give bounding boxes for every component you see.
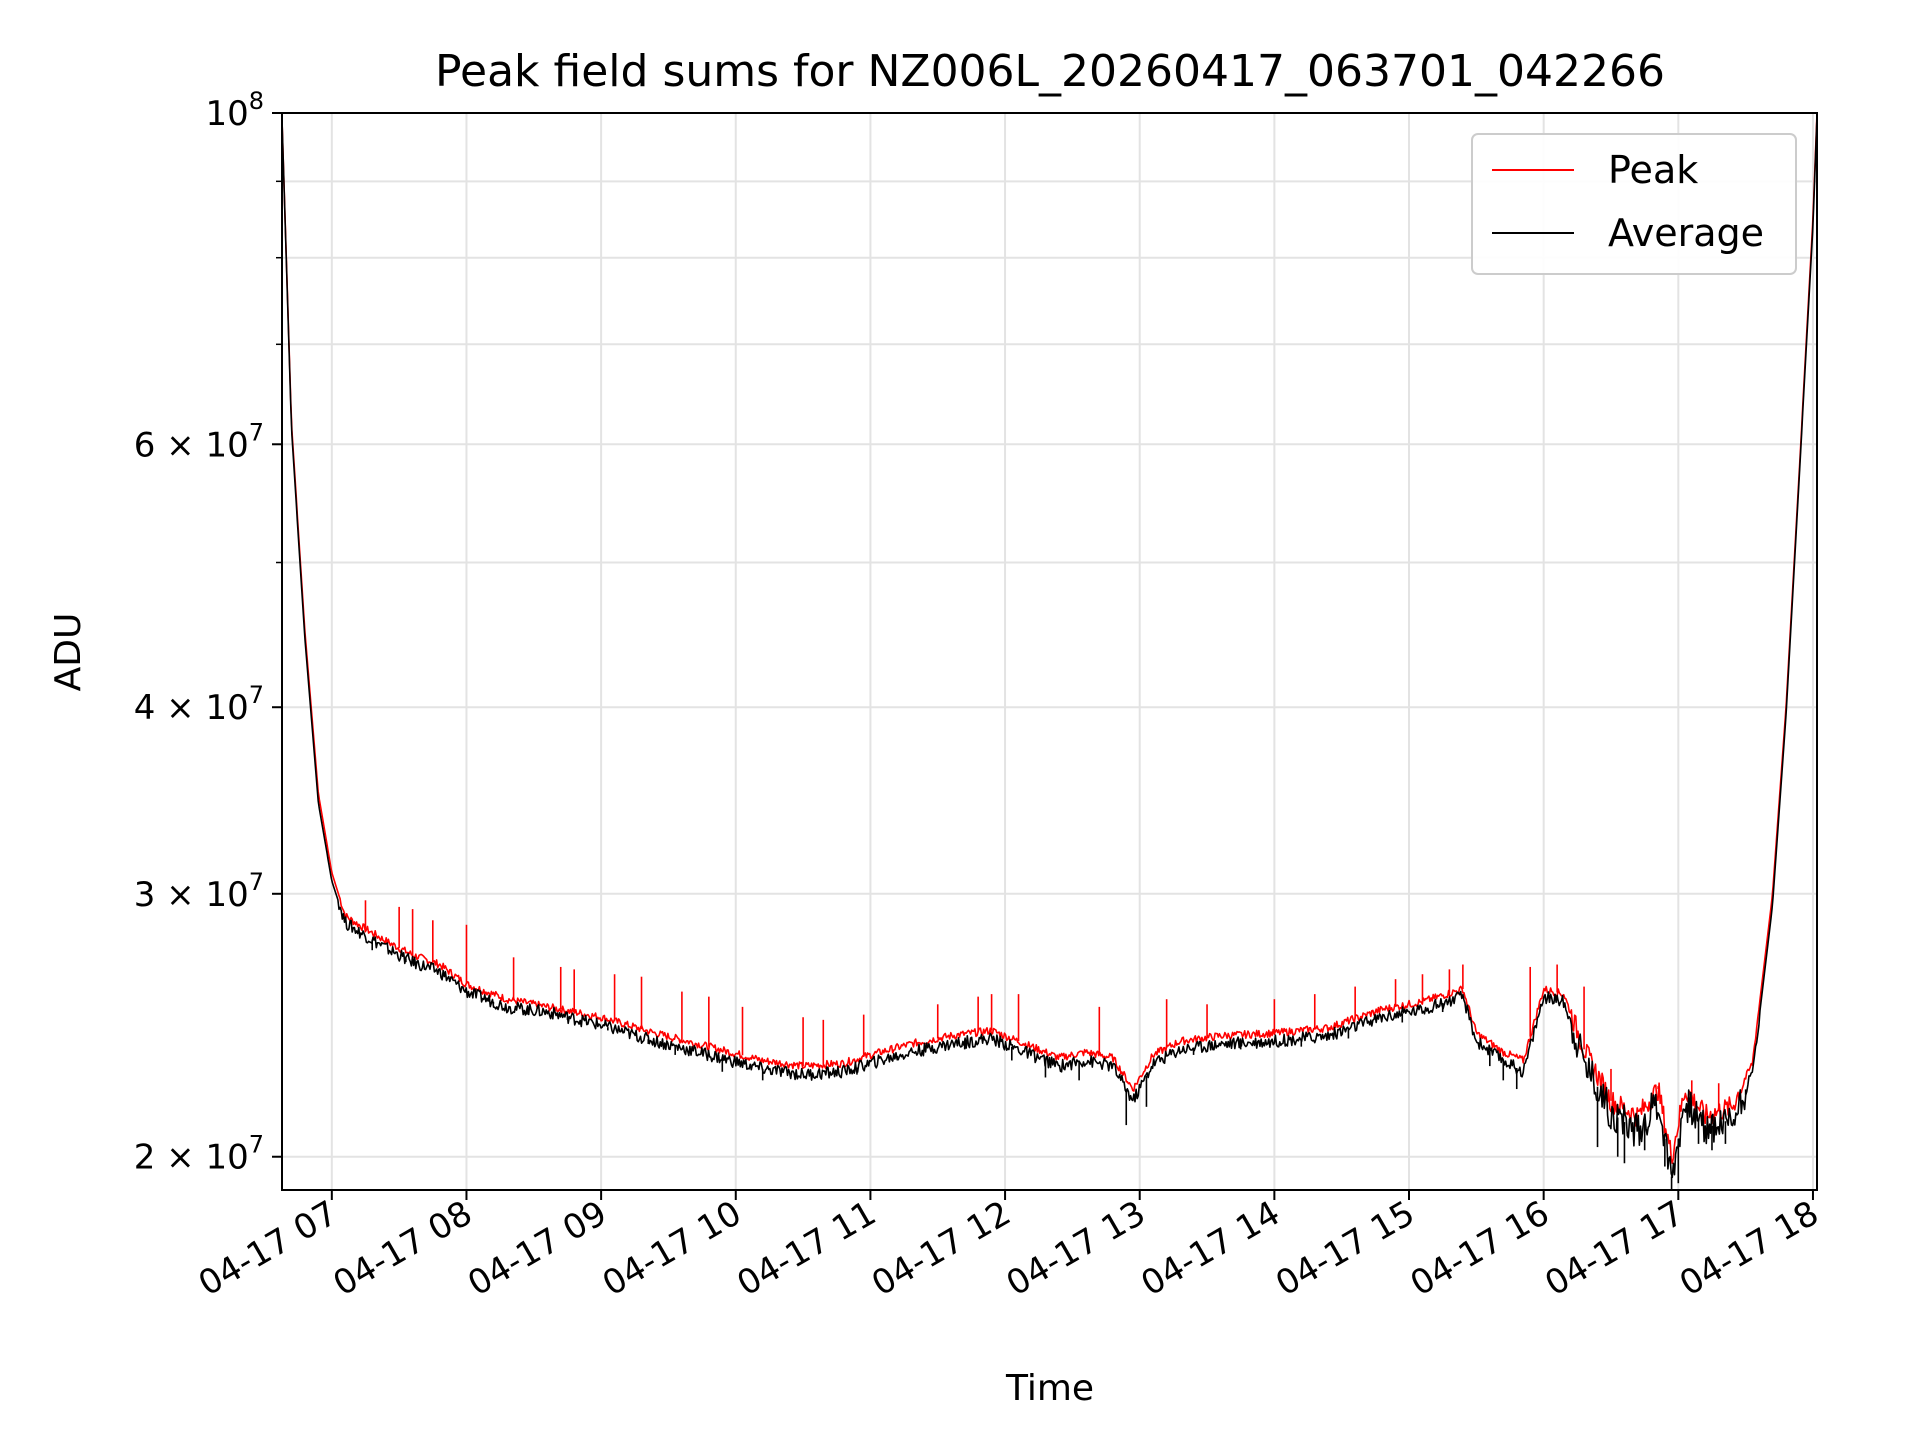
y-tick-label: 4 × 107 (134, 681, 264, 728)
y-tick-exponent: 7 (249, 868, 264, 896)
y-tick-mantissa: 3 × 10 (134, 875, 249, 915)
y-tick-label: 108 (205, 87, 264, 134)
y-tick-mantissa: 2 × 10 (134, 1138, 249, 1178)
legend-peak-label: Peak (1608, 148, 1698, 192)
chart-title: Peak field sums for NZ006L_20260417_0637… (435, 46, 1665, 97)
y-tick-exponent: 7 (249, 1131, 264, 1159)
y-tick-label: 6 × 107 (134, 418, 264, 465)
y-tick-exponent: 8 (249, 87, 264, 115)
axes-frame (281, 112, 1818, 1191)
series-line-average (282, 116, 1817, 1179)
y-tick-mantissa: 6 × 10 (134, 425, 249, 465)
x-axis-label: Time (1005, 1368, 1094, 1409)
plot-area (282, 113, 1817, 1190)
y-tick-mantissa: 4 × 10 (134, 688, 249, 728)
series-layer (282, 113, 1817, 1190)
y-axis-label: ADU (48, 613, 89, 692)
y-tick-label: 2 × 107 (134, 1131, 264, 1178)
legend-average-label: Average (1608, 211, 1764, 255)
legend: Peak Average (1471, 133, 1797, 275)
y-tick-label: 3 × 107 (134, 868, 264, 915)
y-tick-exponent: 7 (249, 418, 264, 446)
y-tick-exponent: 7 (249, 681, 264, 709)
y-tick-mantissa: 10 (205, 94, 248, 134)
